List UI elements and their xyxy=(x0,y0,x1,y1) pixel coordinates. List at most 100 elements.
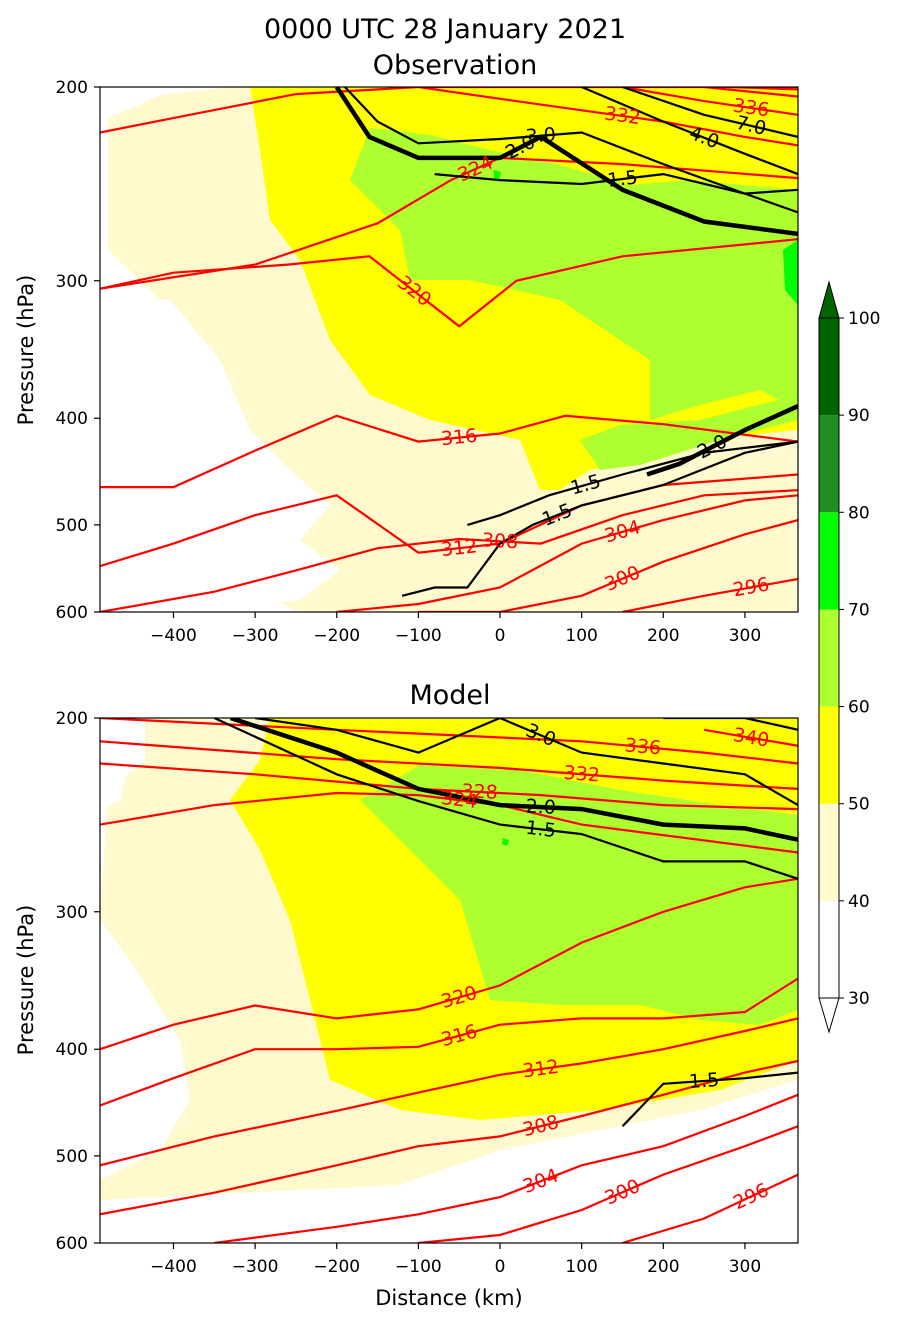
x-tick-label: 200 xyxy=(647,626,679,646)
theta-contour-304 xyxy=(336,494,798,612)
colorbar-tick-label: 30 xyxy=(848,989,870,1009)
pv-contour-2.0 xyxy=(229,718,798,842)
x-tick-label: 300 xyxy=(729,626,761,646)
x-tick-label: −400 xyxy=(150,626,197,646)
theta-contour-308 xyxy=(100,489,798,612)
colorbar-tick-label: 100 xyxy=(848,309,880,329)
theta-contour-316 xyxy=(100,977,798,1107)
theta-contour-300 xyxy=(418,1125,798,1243)
contour-label: 328 xyxy=(461,780,498,804)
plot-frame xyxy=(99,717,799,1244)
fill-70-80-dot xyxy=(502,838,509,846)
pv-contour-1.5 xyxy=(434,172,798,195)
colorbar-tick-label: 70 xyxy=(848,600,870,620)
colorbar: 30 40 50 60 70 80 90 100 xyxy=(818,280,880,1034)
pv-contour-2.0 xyxy=(646,404,798,477)
contour-label: 324 xyxy=(440,787,479,813)
colorbar-segment xyxy=(819,706,839,804)
x-tick-label: 0 xyxy=(495,626,506,646)
y-axis-label: Pressure (hPa) xyxy=(14,905,38,1056)
theta-contour-324 xyxy=(100,156,798,290)
x-tick-label: 0 xyxy=(495,1257,506,1277)
theta-contour-340 xyxy=(703,87,798,98)
figure-title: 0000 UTC 28 January 2021 xyxy=(264,14,626,45)
y-tick-label: 200 xyxy=(56,709,88,729)
x-tick-label: 300 xyxy=(729,1257,761,1277)
x-axis-label: Distance (km) xyxy=(375,1286,523,1310)
fill-60-70-b xyxy=(580,395,798,470)
contour-label: 332 xyxy=(563,762,601,787)
pv-contours-bottom xyxy=(213,718,798,1128)
axis-ticks-top: −400 −300 −200 −100 0 100 200 300 200 300 400 500 60… xyxy=(56,78,762,646)
theta-contour-316 xyxy=(100,414,798,489)
pv-contour-4.0 xyxy=(663,718,798,731)
plot-frame xyxy=(99,86,799,613)
x-tick-label: −300 xyxy=(232,1257,279,1277)
colorbar-segment xyxy=(819,318,839,416)
theta-contour-300 xyxy=(418,519,798,612)
bottom-panel-title: Model xyxy=(409,680,490,711)
y-tick-label: 500 xyxy=(56,516,88,536)
colorbar-tick-label: 40 xyxy=(848,892,870,912)
pv-contour-3.0 xyxy=(254,718,798,807)
contour-label: 312 xyxy=(521,1056,560,1083)
x-tick-label: −100 xyxy=(395,1257,442,1277)
colorbar-segment xyxy=(819,415,839,513)
fill-below-40-b xyxy=(100,1080,798,1243)
pv-contour-2.0 xyxy=(334,87,798,237)
y-tick-label: 600 xyxy=(56,1234,88,1254)
fill-below-40 xyxy=(100,300,340,612)
theta-contour-312 xyxy=(100,1017,798,1167)
theta-contours-top xyxy=(100,87,798,612)
theta-contours-bottom xyxy=(100,718,798,1243)
y-tick-label: 400 xyxy=(56,1040,88,1060)
fill-below-40-b xyxy=(100,87,230,110)
pv-contour-1.5 xyxy=(621,1071,798,1128)
colorbar-extend-max xyxy=(818,280,840,319)
contour-label: 316 xyxy=(440,425,478,450)
theta-contour-296 xyxy=(622,1173,798,1243)
contour-label: 308 xyxy=(481,529,518,553)
contour-label: 3.0 xyxy=(525,124,557,148)
pv-contour-4.0 xyxy=(581,87,798,176)
x-tick-label: 100 xyxy=(565,626,597,646)
colorbar-tick-label: 80 xyxy=(848,503,870,523)
colorbar-segment xyxy=(819,512,839,610)
theta-contour-324 xyxy=(100,791,798,854)
y-tick-label: 300 xyxy=(56,903,88,923)
theta-contour-332 xyxy=(418,87,798,147)
axis-ticks-bottom: −400 −300 −200 −100 0 100 200 300 200 300 400 500 60… xyxy=(56,709,762,1277)
x-tick-label: −200 xyxy=(313,626,360,646)
colorbar-tick-label: 60 xyxy=(848,698,870,718)
fill-70-80-dot xyxy=(494,170,501,180)
pv-contours-top xyxy=(334,87,798,597)
top-panel-title: Observation xyxy=(373,50,537,81)
pv-contour-7.0 xyxy=(622,87,798,138)
contour-label: 2.0 xyxy=(525,795,556,818)
fill-70-80 xyxy=(783,240,798,305)
theta-contour-340 xyxy=(703,728,798,747)
contour-label: 336 xyxy=(732,94,771,121)
colorbar-segment xyxy=(819,900,839,998)
theta-contour-328 xyxy=(100,762,798,811)
theta-contour-296 xyxy=(622,577,798,612)
x-tick-label: 200 xyxy=(647,1257,679,1277)
theta-contour-332 xyxy=(100,740,798,790)
theta-contour-304 xyxy=(214,1093,798,1243)
theta-contour-336 xyxy=(622,87,798,116)
colorbar-tick-label: 50 xyxy=(848,795,870,815)
pv-contour-1.5 xyxy=(467,440,798,526)
x-tick-label: −200 xyxy=(313,1257,360,1277)
contour-label: 332 xyxy=(603,103,642,130)
colorbar-segment xyxy=(819,803,839,901)
y-tick-label: 300 xyxy=(56,272,88,292)
theta-contour-328 xyxy=(100,87,798,134)
fill-60-70 xyxy=(360,765,798,1025)
y-tick-label: 500 xyxy=(56,1147,88,1167)
theta-contour-320 xyxy=(100,238,798,328)
contour-label: 312 xyxy=(440,535,478,561)
y-tick-label: 400 xyxy=(56,409,88,429)
